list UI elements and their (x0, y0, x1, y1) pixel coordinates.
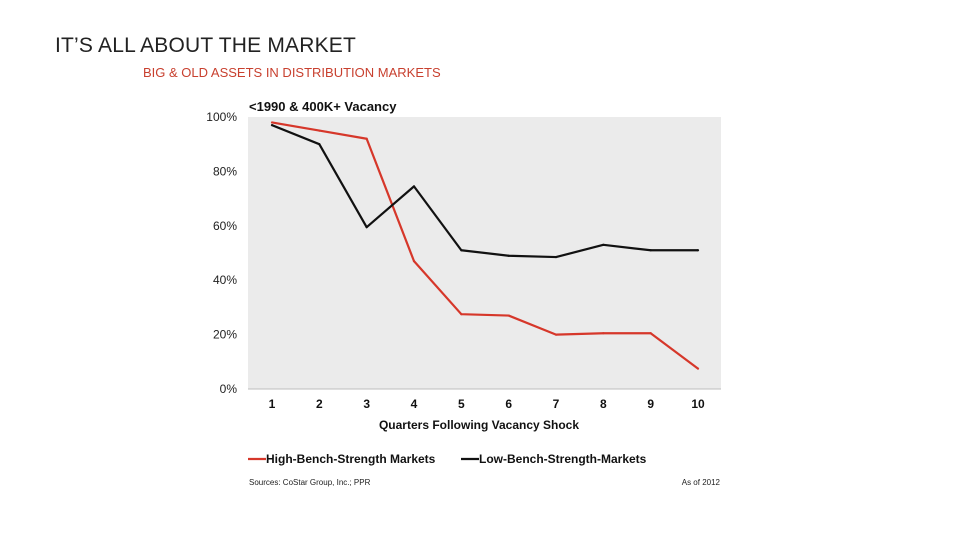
x-tick-label: 1 (269, 397, 276, 411)
legend: High-Bench-Strength Markets Low-Bench-Str… (248, 452, 647, 466)
y-tick-label: 20% (213, 328, 237, 342)
data-point (460, 313, 463, 316)
y-tick-label: 0% (220, 382, 238, 396)
x-tick-label: 7 (553, 397, 560, 411)
x-axis-label: Quarters Following Vacancy Shock (379, 418, 579, 432)
y-tick-label: 40% (213, 273, 237, 287)
data-point (318, 129, 321, 132)
series-group (270, 121, 700, 370)
data-point (554, 333, 558, 336)
data-point (270, 121, 274, 124)
data-point (412, 185, 416, 188)
slide-subtitle: BIG & OLD ASSETS IN DISTRIBUTION MARKETS (143, 65, 441, 80)
data-point (602, 243, 605, 246)
x-axis-ticks: 1 2 3 4 5 6 7 8 9 10 (269, 397, 705, 411)
y-tick-label: 60% (213, 219, 237, 233)
data-point (696, 249, 700, 252)
x-tick-label: 5 (458, 397, 465, 411)
x-tick-label: 2 (316, 397, 323, 411)
data-point (696, 367, 700, 370)
x-tick-label: 4 (411, 397, 418, 411)
series-line-low-bench (271, 124, 698, 259)
x-tick-label: 8 (600, 397, 607, 411)
data-point (365, 137, 368, 140)
source-note: Sources: CoStar Group, Inc.; PPR (249, 478, 371, 487)
x-tick-label: 9 (647, 397, 654, 411)
as-of-note: As of 2012 (682, 478, 721, 487)
data-point (554, 255, 558, 259)
x-tick-label: 3 (363, 397, 370, 411)
y-axis-ticks: 0% 20% 40% 60% 80% 100% (206, 110, 237, 396)
y-tick-label: 100% (206, 110, 237, 124)
data-point (270, 124, 274, 127)
data-point (507, 314, 510, 317)
slide-title: IT’S ALL ABOUT THE MARKET (55, 34, 357, 57)
data-point (602, 332, 605, 335)
y-tick-label: 80% (213, 164, 237, 178)
x-tick-label: 10 (691, 397, 705, 411)
legend-label: Low-Bench-Strength-Markets (479, 452, 647, 466)
data-point (649, 249, 652, 252)
x-tick-label: 6 (505, 397, 512, 411)
legend-label: High-Bench-Strength Markets (266, 452, 436, 466)
data-point (460, 249, 463, 252)
data-point (649, 332, 652, 335)
data-point (507, 254, 510, 257)
data-point (318, 143, 321, 146)
data-point (365, 226, 368, 229)
chart-title: <1990 & 400K+ Vacancy (249, 99, 397, 114)
data-point (412, 260, 416, 263)
series-line-high-bench (271, 121, 699, 370)
